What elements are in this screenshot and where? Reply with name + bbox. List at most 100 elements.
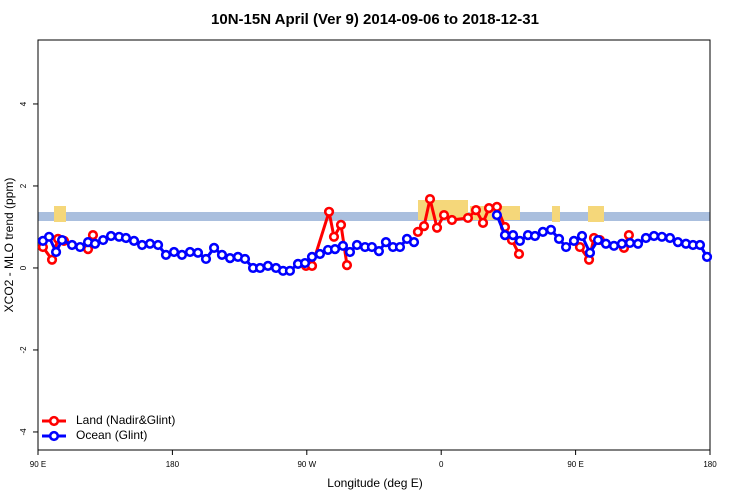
- point: [328, 231, 340, 242]
- point: [152, 239, 164, 251]
- point: [168, 246, 180, 258]
- plot-frame: [37, 39, 711, 451]
- point: [299, 257, 311, 269]
- point: [574, 241, 586, 253]
- legend-label: Ocean (Glint): [76, 428, 147, 442]
- point: [120, 232, 132, 244]
- point: [584, 247, 596, 258]
- y-tick-label: -2: [19, 346, 28, 354]
- x-tick-label: 90 E: [567, 460, 583, 469]
- point: [208, 242, 220, 253]
- land-patch: [54, 206, 66, 222]
- point: [431, 222, 443, 233]
- point: [87, 230, 99, 241]
- land-mask-band: [38, 212, 710, 221]
- point: [576, 230, 588, 242]
- y-tick-label: 0: [19, 265, 28, 270]
- legend-marker: [48, 415, 60, 427]
- point: [284, 265, 296, 276]
- point: [66, 239, 78, 251]
- point: [640, 232, 652, 244]
- point: [537, 226, 548, 237]
- point: [568, 235, 580, 246]
- point: [560, 241, 572, 253]
- point: [694, 239, 706, 251]
- point: [306, 251, 318, 262]
- point: [616, 238, 627, 249]
- x-tick-label: 180: [166, 460, 180, 469]
- point: [366, 241, 378, 253]
- point: [314, 248, 326, 260]
- point: [545, 224, 557, 235]
- point: [335, 219, 347, 231]
- series: [37, 209, 713, 276]
- point: [470, 205, 482, 216]
- x-tick-label: 90 E: [30, 460, 46, 469]
- point: [664, 232, 676, 244]
- point: [200, 253, 212, 265]
- point: [438, 209, 450, 221]
- x-tick-label: 180: [703, 460, 717, 469]
- point: [380, 237, 392, 248]
- point: [329, 244, 341, 255]
- point: [624, 237, 636, 249]
- point: [224, 253, 236, 264]
- point: [529, 230, 541, 242]
- point: [592, 234, 604, 246]
- point: [254, 262, 266, 274]
- point: [623, 230, 635, 241]
- x-tick-label: 0: [439, 460, 444, 469]
- legend-marker: [48, 430, 60, 442]
- y-tick-label: 4: [19, 101, 28, 106]
- point: [648, 230, 660, 242]
- point: [176, 249, 188, 260]
- y-tick-label: -4: [19, 428, 28, 436]
- point: [513, 248, 525, 260]
- point: [341, 259, 353, 271]
- point: [412, 226, 424, 237]
- y-axis-label: XCO2 - MLO trend (ppm): [2, 178, 16, 313]
- point: [136, 239, 148, 251]
- point: [56, 234, 68, 246]
- point: [160, 249, 172, 260]
- point: [608, 240, 620, 251]
- point: [373, 246, 385, 257]
- point: [656, 231, 668, 242]
- chart-title: 10N-15N April (Ver 9) 2014-09-06 to 2018…: [211, 11, 539, 28]
- point: [491, 201, 503, 212]
- y-tick-label: 2: [19, 183, 28, 188]
- point: [239, 253, 251, 265]
- point: [337, 240, 349, 251]
- point: [499, 230, 511, 241]
- x-axis-label: Longitude (deg E): [327, 476, 422, 490]
- point: [507, 230, 519, 241]
- point: [184, 246, 196, 258]
- point: [50, 246, 62, 258]
- point: [600, 238, 612, 249]
- point: [192, 247, 204, 258]
- land-patch: [552, 206, 560, 222]
- point: [43, 231, 55, 242]
- point: [394, 241, 406, 253]
- point: [553, 233, 565, 244]
- point: [262, 260, 274, 272]
- point: [672, 237, 683, 248]
- point: [418, 221, 430, 232]
- point: [408, 237, 420, 248]
- point: [98, 234, 109, 246]
- land-patch: [588, 206, 604, 222]
- point: [462, 212, 474, 224]
- x-tick-label: 90 W: [297, 460, 316, 469]
- point: [105, 230, 117, 242]
- point: [491, 209, 503, 221]
- legend-label: Land (Nadir&Glint): [76, 413, 175, 427]
- point: [344, 246, 356, 258]
- point: [75, 241, 86, 253]
- point: [128, 235, 140, 246]
- point: [477, 217, 489, 228]
- point: [216, 249, 228, 260]
- point: [514, 235, 525, 246]
- point: [144, 238, 156, 249]
- point: [89, 238, 101, 249]
